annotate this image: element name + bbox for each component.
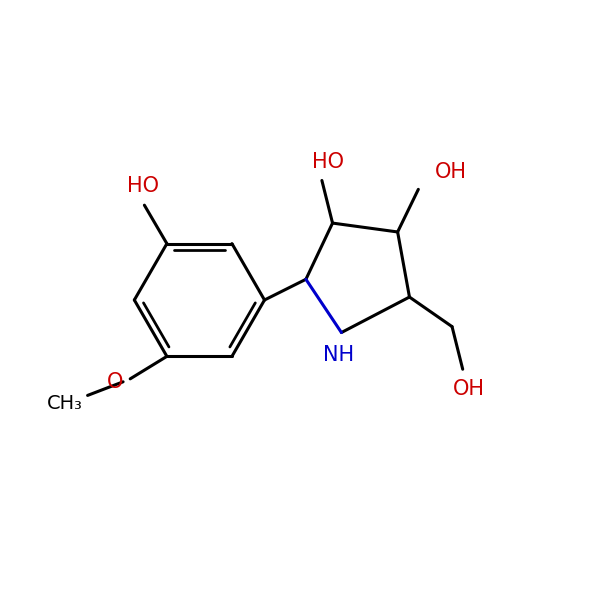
Text: HO: HO xyxy=(127,176,159,196)
Text: O: O xyxy=(107,372,123,392)
Text: CH₃: CH₃ xyxy=(47,394,83,413)
Text: OH: OH xyxy=(435,161,467,182)
Text: OH: OH xyxy=(452,379,485,399)
Text: NH: NH xyxy=(323,345,354,365)
Text: HO: HO xyxy=(312,152,344,172)
